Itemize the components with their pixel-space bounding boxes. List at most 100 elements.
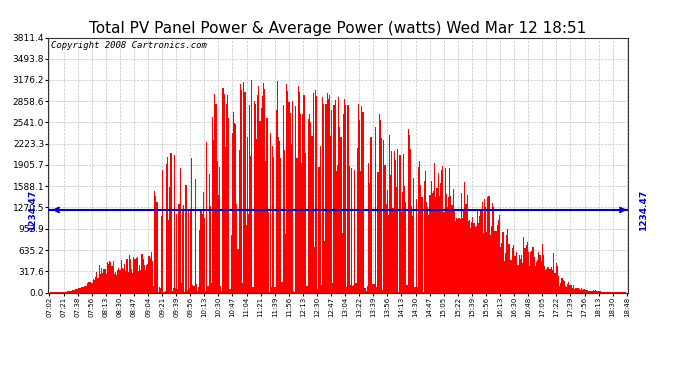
Bar [591,291,593,292]
Bar [275,110,277,292]
Bar [487,197,489,292]
Bar [154,191,155,292]
Bar [463,210,464,292]
Bar [145,270,146,292]
Bar [195,179,196,292]
Bar [435,197,437,292]
Bar [360,171,362,292]
Bar [473,223,475,292]
Bar [219,167,220,292]
Bar [546,269,547,292]
Bar [256,139,257,292]
Bar [250,156,251,292]
Bar [117,270,118,292]
Bar [323,104,324,292]
Bar [466,195,468,292]
Bar [137,257,138,292]
Bar [499,215,500,292]
Bar [417,287,418,292]
Bar [224,94,225,292]
Bar [336,171,337,292]
Bar [464,182,465,292]
Bar [150,252,152,292]
Bar [335,100,336,292]
Bar [235,124,236,292]
Bar [200,209,201,292]
Bar [544,266,545,292]
Bar [329,95,330,292]
Bar [110,262,111,292]
Bar [217,161,218,292]
Bar [318,167,319,292]
Bar [233,112,234,292]
Bar [562,280,564,292]
Bar [181,283,182,292]
Bar [165,291,166,292]
Bar [586,290,588,292]
Bar [350,285,351,292]
Bar [376,287,377,292]
Bar [92,283,93,292]
Bar [124,264,125,292]
Bar [88,282,90,292]
Bar [583,289,584,292]
Bar [469,220,470,292]
Bar [83,286,85,292]
Bar [509,244,511,292]
Text: 1234.47: 1234.47 [28,189,37,231]
Bar [308,119,309,292]
Bar [199,230,200,292]
Bar [408,135,410,292]
Bar [75,290,77,292]
Bar [411,207,412,292]
Bar [584,290,586,292]
Bar [428,215,429,292]
Bar [457,219,458,292]
Bar [254,101,255,292]
Bar [292,101,293,292]
Bar [388,214,389,292]
Bar [295,106,297,292]
Bar [557,266,558,292]
Bar [523,237,524,292]
Bar [519,255,520,292]
Bar [97,278,99,292]
Bar [288,102,290,292]
Bar [115,272,116,292]
Bar [551,267,552,292]
Bar [346,287,347,292]
Bar [564,281,565,292]
Bar [419,161,420,292]
Bar [375,128,376,292]
Bar [543,255,544,292]
Bar [373,284,374,292]
Bar [429,195,431,292]
Bar [155,196,157,292]
Bar [552,270,553,292]
Bar [515,256,516,292]
Bar [526,242,528,292]
Bar [405,202,406,292]
Bar [157,291,159,292]
Bar [412,216,413,292]
Bar [321,285,322,292]
Bar [542,244,543,292]
Bar [402,192,403,292]
Bar [472,217,473,292]
Bar [371,137,372,292]
Bar [247,138,248,292]
Bar [397,149,398,292]
Bar [108,264,109,292]
Bar [277,81,278,292]
Bar [136,258,137,292]
Bar [404,186,405,292]
Bar [300,114,301,292]
Bar [168,220,169,292]
Bar [506,235,507,292]
Bar [384,165,386,292]
Bar [170,153,172,292]
Bar [511,248,513,292]
Text: 1234.47: 1234.47 [640,189,649,231]
Bar [232,133,233,292]
Bar [374,284,375,292]
